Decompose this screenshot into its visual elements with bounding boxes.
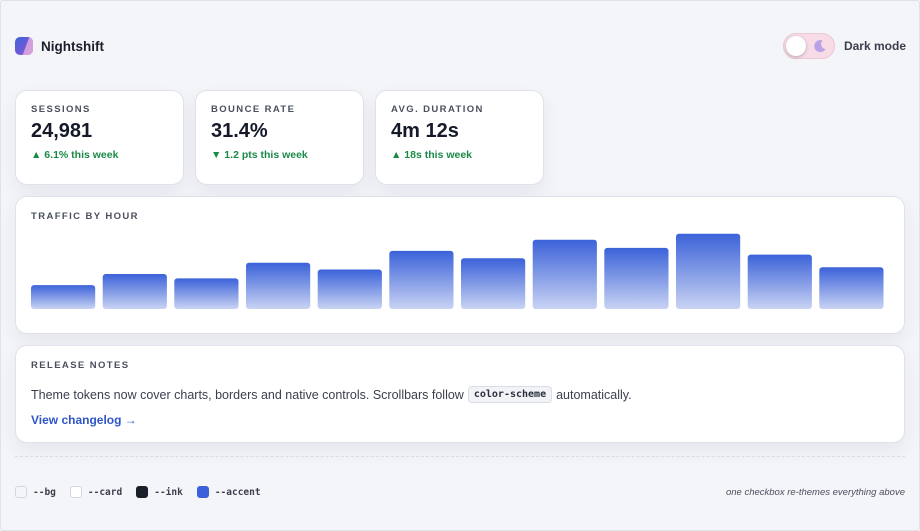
token-name: --bg	[33, 486, 56, 498]
traffic-bar	[389, 250, 454, 309]
release-notes-title: RELEASE NOTES	[31, 360, 130, 371]
release-notes-card: RELEASE NOTES Theme tokens now cover cha…	[15, 345, 905, 443]
stat-card-sessions: SESSIONS 24,981 ▲ 6.1% this week	[15, 90, 184, 185]
code-token: color-scheme	[467, 386, 553, 403]
stat-delta: ▲ 18s this week	[391, 149, 473, 161]
token-card: --card	[69, 486, 123, 498]
stat-value: 24,981	[31, 120, 93, 142]
traffic-bar	[174, 278, 239, 309]
traffic-bar-chart	[31, 233, 884, 309]
traffic-title: TRAFFIC BY HOUR	[31, 211, 139, 222]
token-legend: --bg --card --ink --accent	[15, 486, 275, 498]
traffic-bar	[676, 233, 741, 309]
dark-mode-toggle[interactable]: Dark mode	[782, 33, 906, 59]
traffic-bar	[31, 285, 96, 309]
token-swatch	[69, 486, 82, 498]
stat-label: AVG. DURATION	[391, 104, 484, 115]
token-swatch	[136, 486, 149, 498]
stat-value: 4m 12s	[391, 120, 459, 142]
release-notes-body-end: automatically.	[556, 387, 632, 402]
stat-value: 31.4%	[211, 120, 268, 142]
release-notes-text: Theme tokens now cover charts, borders a…	[31, 386, 632, 403]
nightshift-logo-icon	[15, 37, 33, 55]
traffic-card: TRAFFIC BY HOUR	[15, 196, 905, 334]
release-notes-body: Theme tokens now cover charts, borders a…	[31, 387, 464, 402]
token-accent: --accent	[196, 486, 261, 498]
moon-icon	[814, 40, 826, 53]
stat-delta: ▼ 1.2 pts this week	[211, 149, 308, 161]
stat-label: SESSIONS	[31, 104, 91, 115]
traffic-bar	[747, 254, 812, 309]
traffic-bar	[102, 274, 167, 309]
traffic-bar	[246, 262, 311, 309]
token-name: --card	[87, 486, 123, 498]
brand: Nightshift	[15, 37, 104, 55]
token-bg: --bg	[15, 486, 56, 498]
traffic-bar	[532, 239, 597, 309]
divider	[15, 456, 905, 457]
traffic-bar	[604, 247, 669, 309]
token-swatch	[15, 486, 27, 498]
token-name: --ink	[154, 486, 183, 498]
stat-card-avg-duration: AVG. DURATION 4m 12s ▲ 18s this week	[375, 90, 544, 185]
brand-name: Nightshift	[41, 38, 104, 54]
stat-label: BOUNCE RATE	[211, 104, 296, 115]
stat-delta: ▲ 6.1% this week	[31, 149, 119, 161]
dark-mode-label: Dark mode	[843, 39, 906, 53]
view-changelog-link[interactable]: View changelog →	[31, 413, 137, 427]
token-name: --accent	[214, 486, 261, 498]
dark-mode-switch[interactable]	[782, 33, 835, 59]
traffic-bar	[819, 267, 884, 309]
stat-card-bounce-rate: BOUNCE RATE 31.4% ▼ 1.2 pts this week	[195, 90, 364, 185]
token-swatch	[196, 486, 209, 498]
token-ink: --ink	[136, 486, 183, 498]
traffic-bar	[461, 258, 526, 309]
switch-knob	[785, 36, 806, 56]
footnote: one checkbox re-themes everything above	[725, 487, 905, 498]
traffic-bar	[317, 269, 382, 309]
